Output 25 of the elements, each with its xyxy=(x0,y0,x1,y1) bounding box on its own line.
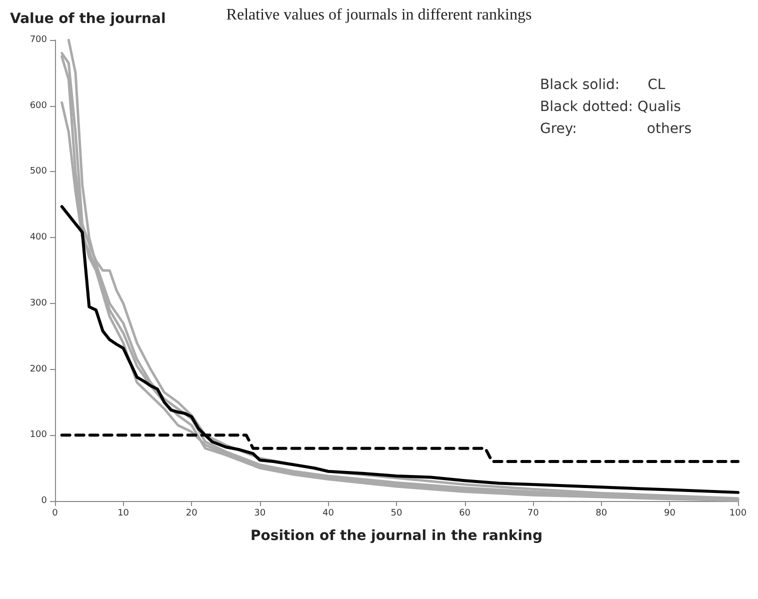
x-tick-label: 40 xyxy=(322,508,334,518)
annotation: Grey: others xyxy=(540,121,692,137)
x-tick-label: 50 xyxy=(390,508,402,518)
chart-title: Relative values of journals in different rankings xyxy=(226,6,532,24)
x-tick-label: 60 xyxy=(459,508,471,518)
y-tick-label: 600 xyxy=(30,100,48,111)
x-tick-label: 70 xyxy=(527,508,540,518)
y-tick-label: 700 xyxy=(30,35,48,45)
x-axis-title: Position of the journal in the ranking xyxy=(250,528,543,544)
y-tick-label: 400 xyxy=(30,232,48,243)
y-tick-label: 100 xyxy=(30,430,48,440)
y-tick-label: 0 xyxy=(41,496,48,506)
x-tick-label: 30 xyxy=(254,508,266,518)
y-axis-title: Value of the journal xyxy=(10,11,166,27)
y-tick-label: 500 xyxy=(30,166,48,177)
x-tick-label: 10 xyxy=(118,508,130,518)
y-tick-label: 200 xyxy=(30,364,48,374)
x-tick-label: 20 xyxy=(186,508,198,518)
x-tick-label: 100 xyxy=(729,508,747,518)
annotation: Black solid: CL xyxy=(540,77,666,93)
x-tick-label: 80 xyxy=(596,508,608,518)
x-tick-label: 0 xyxy=(52,508,58,518)
annotation: Black dotted: Qualis xyxy=(540,99,681,115)
x-tick-label: 90 xyxy=(664,508,676,518)
y-tick-label: 300 xyxy=(30,298,48,308)
